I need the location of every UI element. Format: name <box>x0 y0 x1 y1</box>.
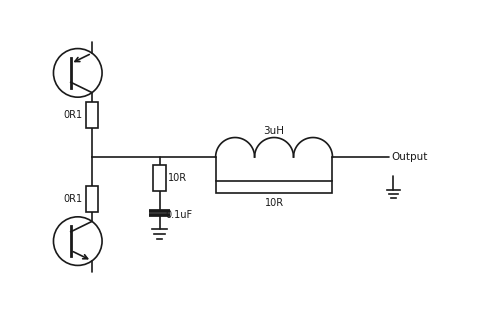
Bar <box>86 186 98 212</box>
Bar <box>86 102 98 128</box>
Text: 0R1: 0R1 <box>64 194 83 204</box>
Text: 0.1uF: 0.1uF <box>165 210 192 220</box>
Bar <box>153 165 166 191</box>
Text: 10R: 10R <box>168 173 187 183</box>
Text: Output: Output <box>391 152 427 162</box>
Text: 3uH: 3uH <box>263 126 284 136</box>
Text: 10R: 10R <box>264 198 283 208</box>
Text: 0R1: 0R1 <box>64 110 83 120</box>
Bar <box>216 181 333 193</box>
